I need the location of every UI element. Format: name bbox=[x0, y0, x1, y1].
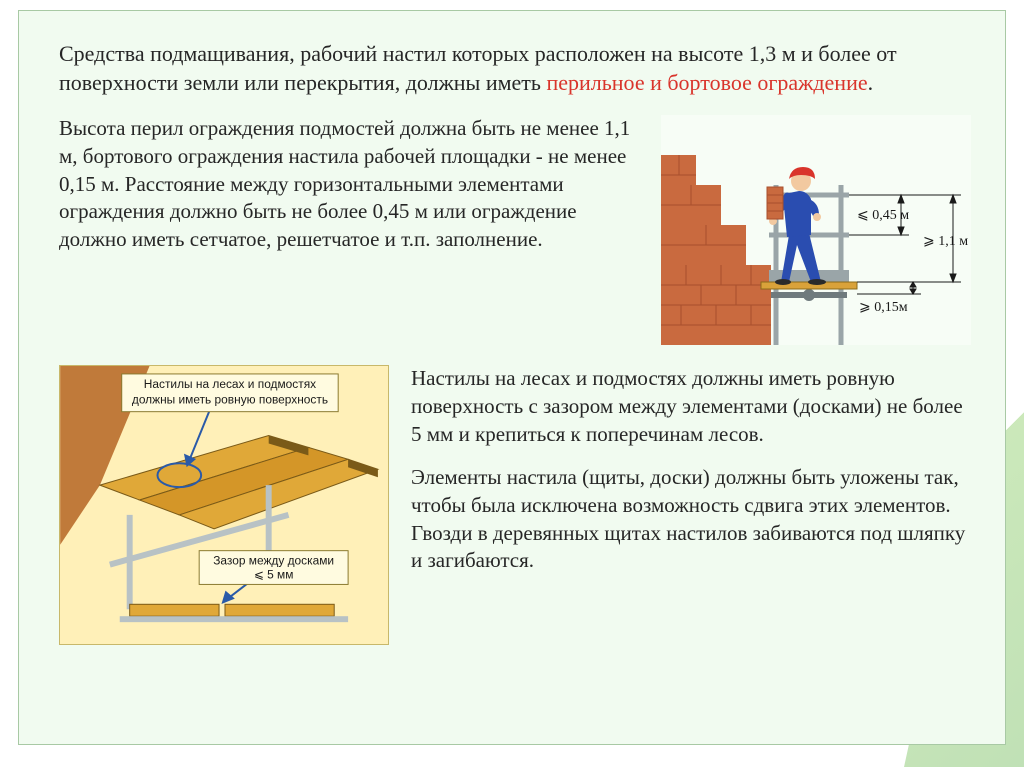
slide-card: Средства подмащивания, рабочий настил ко… bbox=[18, 10, 1006, 745]
rail-paragraph: Высота перил ограждения подмостей должна… bbox=[59, 115, 639, 345]
caption-top-l1: Настилы на лесах и подмостях bbox=[144, 377, 316, 391]
deck-paragraph: Настилы на лесах и подмостях должны имет… bbox=[411, 365, 971, 448]
arrow-gap-icon bbox=[223, 583, 249, 603]
figure-planks: Настилы на лесах и подмостях должны имет… bbox=[59, 365, 389, 645]
plank-deck-icon bbox=[100, 436, 378, 529]
row-top: Высота перил ограждения подмостей должна… bbox=[59, 115, 971, 345]
row-bottom: Настилы на лесах и подмостях должны имет… bbox=[59, 365, 971, 645]
brick-wall-icon bbox=[661, 155, 771, 345]
intro-post: . bbox=[868, 70, 874, 95]
right-text-column: Настилы на лесах и подмостях должны имет… bbox=[411, 365, 971, 645]
figure-worker: ⩽ 0,45 м ⩾ 1,1 м ⩾ 0,15м bbox=[661, 115, 971, 345]
cross-section-icon bbox=[120, 604, 348, 622]
intro-paragraph: Средства подмащивания, рабочий настил ко… bbox=[59, 39, 971, 97]
dim-board-label: ⩾ 0,15м bbox=[859, 300, 908, 315]
dim-mid-label: ⩽ 0,45 м bbox=[857, 208, 909, 223]
intro-highlight: перильное и бортовое ограждение bbox=[546, 70, 867, 95]
caption-gap-l1: Зазор между досками bbox=[213, 554, 334, 568]
caption-gap-l2: ⩽ 5 мм bbox=[254, 568, 294, 582]
caption-top-l2: должны иметь ровную поверхность bbox=[132, 393, 328, 407]
dim-total-label: ⩾ 1,1 м bbox=[923, 234, 968, 249]
planks-paragraph: Элементы настила (щиты, доски) должны бы… bbox=[411, 464, 971, 575]
